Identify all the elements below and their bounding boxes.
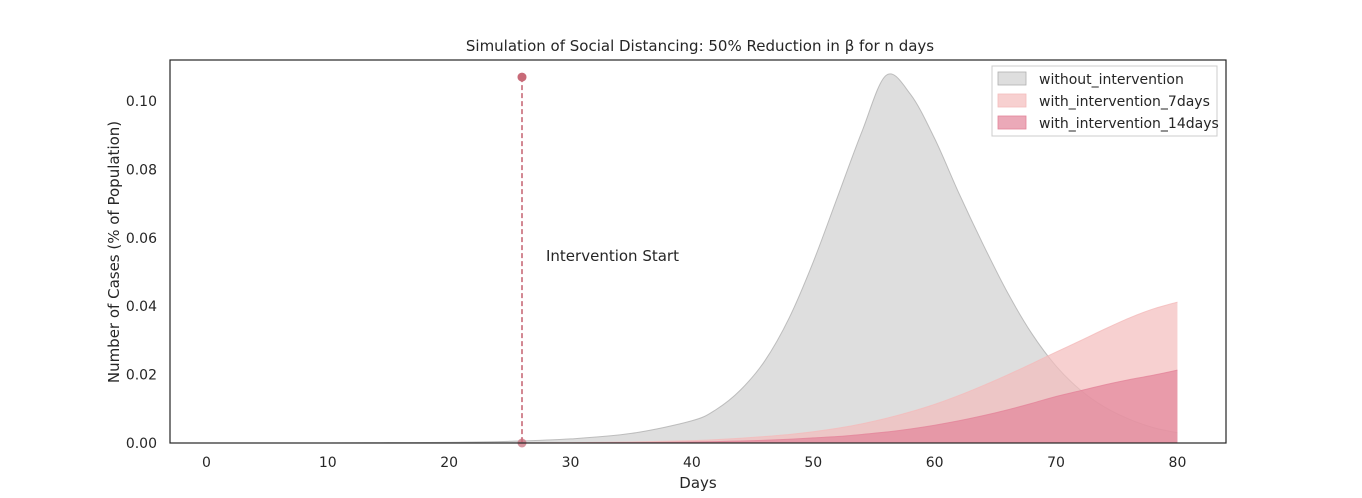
x-tick-label: 70: [1047, 455, 1065, 471]
x-tick-label: 40: [683, 455, 701, 471]
plot-frame: [169, 59, 1227, 444]
y-tick-label: 0.06: [126, 231, 157, 247]
area-with-intervention-7days: [218, 302, 1178, 444]
y-axis-label: Number of Cases (% of Population): [105, 121, 123, 383]
x-tick-label: 0: [202, 455, 211, 471]
x-tick-label: 30: [562, 455, 580, 471]
legend-swatch-with-intervention-14days: [997, 115, 1027, 130]
x-axis-label: Days: [679, 474, 717, 492]
intervention-start-label: Intervention Start: [546, 247, 679, 265]
y-ticks: 0.00 0.02 0.04 0.06 0.08 0.10: [126, 94, 157, 452]
legend-swatch-with-intervention-7days: [997, 93, 1027, 108]
legend-swatch-without-intervention: [997, 71, 1027, 86]
x-tick-label: 60: [926, 455, 944, 471]
y-tick-label: 0.10: [126, 94, 157, 110]
legend-box: [991, 65, 1218, 137]
y-tick-label: 0.00: [126, 436, 157, 452]
area-without-intervention: [218, 73, 1178, 444]
annotation-layer: [517, 72, 527, 448]
legend-label-with-intervention-14days: with_intervention_14days: [1039, 116, 1219, 132]
legend-label-with-intervention-7days: with_intervention_7days: [1039, 94, 1210, 110]
x-tick-label: 10: [319, 455, 337, 471]
y-tick-label: 0.02: [126, 368, 157, 384]
x-tick-label: 50: [804, 455, 822, 471]
y-tick-label: 0.04: [126, 299, 157, 315]
legend-label-without-intervention: without_intervention: [1039, 72, 1184, 88]
legend: without_intervention with_intervention_7…: [991, 65, 1219, 137]
chart-title: Simulation of Social Distancing: 50% Red…: [466, 37, 934, 55]
x-ticks: 0 10 20 30 40 50 60 70 80: [202, 455, 1186, 471]
x-tick-label: 80: [1169, 455, 1187, 471]
y-tick-label: 0.08: [126, 162, 157, 178]
x-tick-label: 20: [440, 455, 458, 471]
intervention-marker-top: [517, 72, 527, 82]
